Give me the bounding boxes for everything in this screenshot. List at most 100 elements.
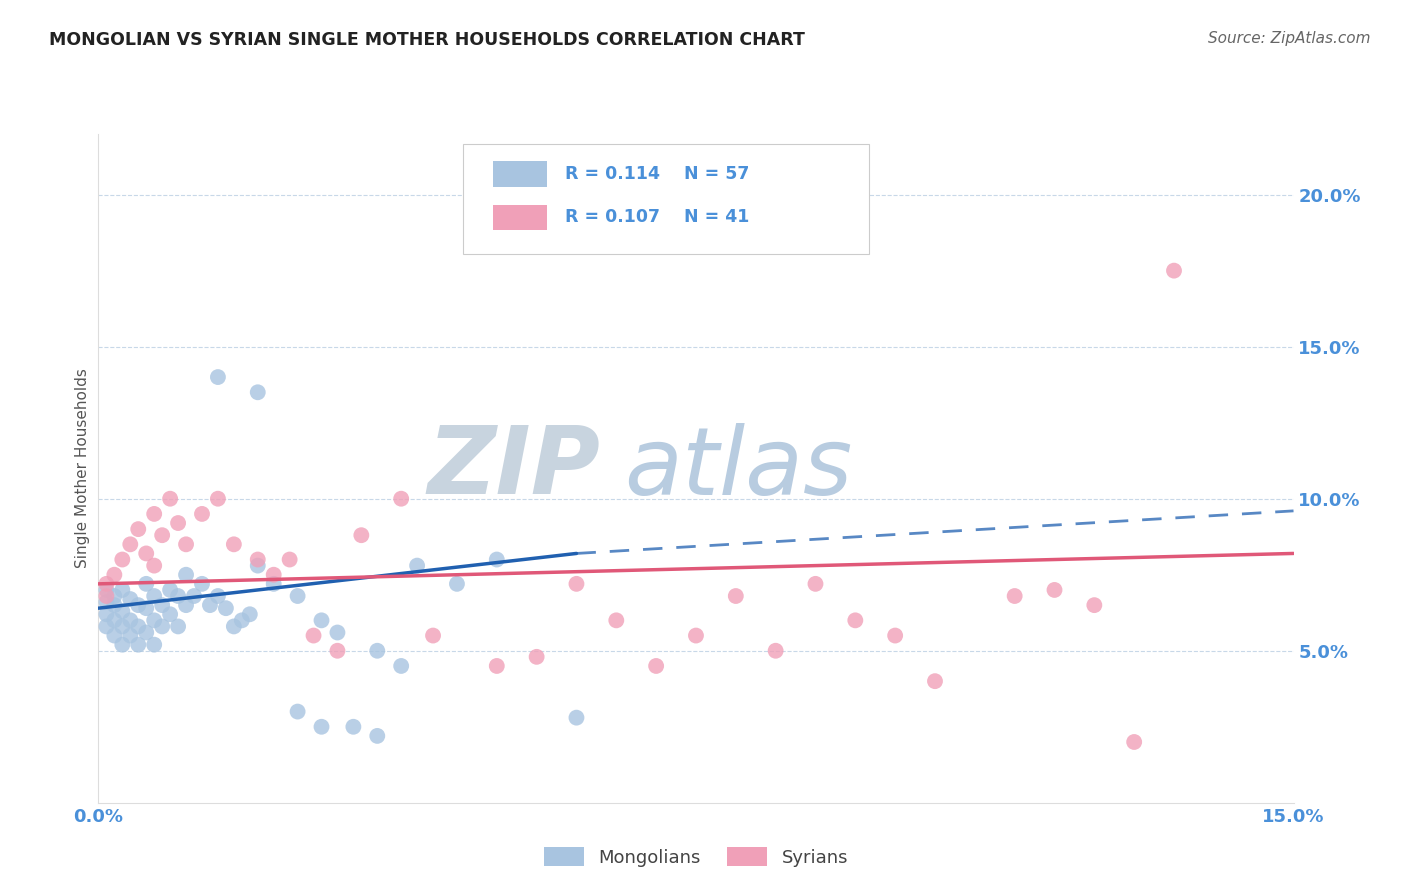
Point — [111, 582, 134, 597]
Point — [120, 613, 142, 627]
Point — [143, 507, 166, 521]
Point — [120, 537, 142, 551]
Point — [222, 619, 245, 633]
Point — [135, 601, 157, 615]
Point — [389, 659, 412, 673]
Point — [143, 613, 166, 627]
Y-axis label: Single Mother Households: Single Mother Households — [75, 368, 90, 568]
Point — [150, 598, 173, 612]
Point — [127, 598, 149, 612]
Point — [342, 720, 364, 734]
FancyBboxPatch shape — [494, 161, 547, 186]
Point — [103, 628, 125, 642]
FancyBboxPatch shape — [494, 205, 547, 230]
Point — [159, 582, 181, 597]
Point — [120, 628, 142, 642]
FancyBboxPatch shape — [463, 144, 869, 254]
Point — [446, 577, 468, 591]
Point — [207, 370, 229, 384]
Point — [143, 638, 166, 652]
Point — [207, 491, 229, 506]
Point — [167, 619, 190, 633]
Point — [191, 577, 214, 591]
Point — [287, 705, 309, 719]
Point — [1083, 598, 1105, 612]
Text: MONGOLIAN VS SYRIAN SINGLE MOTHER HOUSEHOLDS CORRELATION CHART: MONGOLIAN VS SYRIAN SINGLE MOTHER HOUSEH… — [49, 31, 806, 49]
Point — [389, 491, 412, 506]
Point — [884, 628, 907, 642]
Point — [143, 558, 166, 573]
Point — [422, 628, 444, 642]
Point — [111, 604, 134, 618]
Point — [96, 595, 118, 609]
Point — [96, 589, 118, 603]
Point — [765, 644, 787, 658]
Text: Source: ZipAtlas.com: Source: ZipAtlas.com — [1208, 31, 1371, 46]
Text: ZIP: ZIP — [427, 422, 600, 515]
Point — [311, 613, 333, 627]
Point — [278, 552, 301, 566]
Point — [183, 589, 205, 603]
Point — [120, 592, 142, 607]
Point — [96, 619, 118, 633]
Point — [526, 649, 548, 664]
Point — [159, 607, 181, 622]
Point — [103, 589, 125, 603]
Point — [127, 619, 149, 633]
Text: atlas: atlas — [624, 423, 852, 514]
Point — [246, 558, 269, 573]
Point — [174, 537, 197, 551]
Point — [103, 598, 125, 612]
Text: R = 0.107    N = 41: R = 0.107 N = 41 — [565, 209, 749, 227]
Point — [174, 567, 197, 582]
Point — [207, 589, 229, 603]
Point — [215, 601, 238, 615]
Legend: Mongolians, Syrians: Mongolians, Syrians — [537, 840, 855, 874]
Text: R = 0.114    N = 57: R = 0.114 N = 57 — [565, 165, 749, 183]
Point — [406, 558, 429, 573]
Point — [135, 577, 157, 591]
Point — [239, 607, 262, 622]
Point — [111, 619, 134, 633]
Point — [485, 552, 508, 566]
Point — [246, 385, 269, 400]
Point — [326, 644, 349, 658]
Point — [326, 625, 349, 640]
Point — [366, 729, 388, 743]
Point — [174, 598, 197, 612]
Point — [263, 577, 285, 591]
Point — [350, 528, 373, 542]
Point — [804, 577, 827, 591]
Point — [191, 507, 214, 521]
Point — [924, 674, 946, 689]
Point — [159, 491, 181, 506]
Point — [150, 528, 173, 542]
Point — [844, 613, 866, 627]
Point — [263, 567, 285, 582]
Point — [103, 567, 125, 582]
Point — [1123, 735, 1146, 749]
Point — [96, 582, 118, 597]
Point — [198, 598, 221, 612]
Point — [96, 577, 118, 591]
Point — [485, 659, 508, 673]
Point — [143, 589, 166, 603]
Point — [127, 638, 149, 652]
Point — [231, 613, 253, 627]
Point — [111, 638, 134, 652]
Point — [605, 613, 627, 627]
Point — [685, 628, 707, 642]
Point — [127, 522, 149, 536]
Point — [302, 628, 325, 642]
Point — [724, 589, 747, 603]
Point — [565, 577, 588, 591]
Point — [135, 625, 157, 640]
Point — [222, 537, 245, 551]
Point — [1004, 589, 1026, 603]
Point — [167, 589, 190, 603]
Point — [103, 613, 125, 627]
Point — [366, 644, 388, 658]
Point — [246, 552, 269, 566]
Point — [645, 659, 668, 673]
Point — [150, 619, 173, 633]
